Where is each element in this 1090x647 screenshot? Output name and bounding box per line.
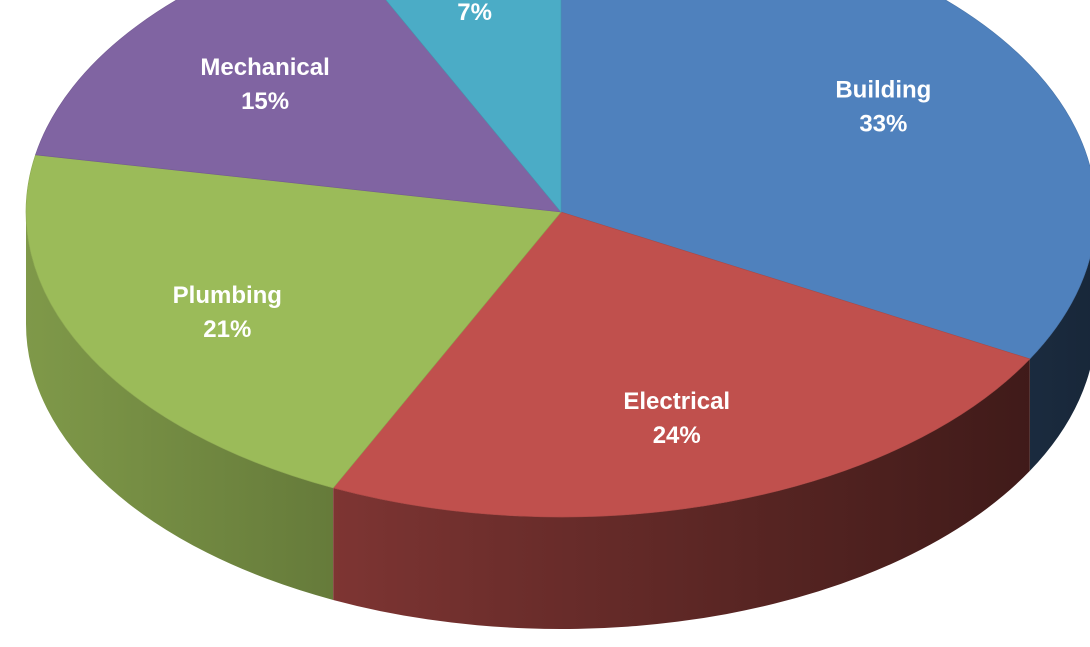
pie-slice-building — [560, 0, 1090, 360]
slice-label-mechanical: Mechanical 15% — [200, 54, 329, 115]
slice-category-label: Building — [835, 76, 931, 103]
slice-percent-label: 7% — [457, 0, 492, 26]
slice-percent-label: 33% — [859, 110, 907, 137]
slice-percent-label: 21% — [203, 316, 251, 343]
pie-slice-plumbing — [25, 154, 562, 489]
slice-category-label: Plumbing — [173, 282, 282, 309]
slice-percent-label: 24% — [653, 422, 701, 449]
slice-label-electrical: Electrical 24% — [623, 388, 730, 449]
pie-side-electrical — [333, 358, 1030, 629]
pie-slice-row — [385, 0, 562, 213]
slice-label-plumbing: Plumbing 21% — [173, 282, 282, 343]
slice-category-label: Electrical — [623, 388, 730, 415]
slice-category-label: Mechanical — [200, 54, 329, 81]
slice-label-building: Building 33% — [835, 76, 931, 137]
pie-slice-electrical — [332, 211, 1031, 518]
slice-percent-label: 15% — [241, 88, 289, 115]
slice-label-row: ROW7% — [445, 0, 504, 26]
pie-side-building — [1029, 257, 1090, 471]
pie-side-plumbing — [26, 212, 334, 600]
